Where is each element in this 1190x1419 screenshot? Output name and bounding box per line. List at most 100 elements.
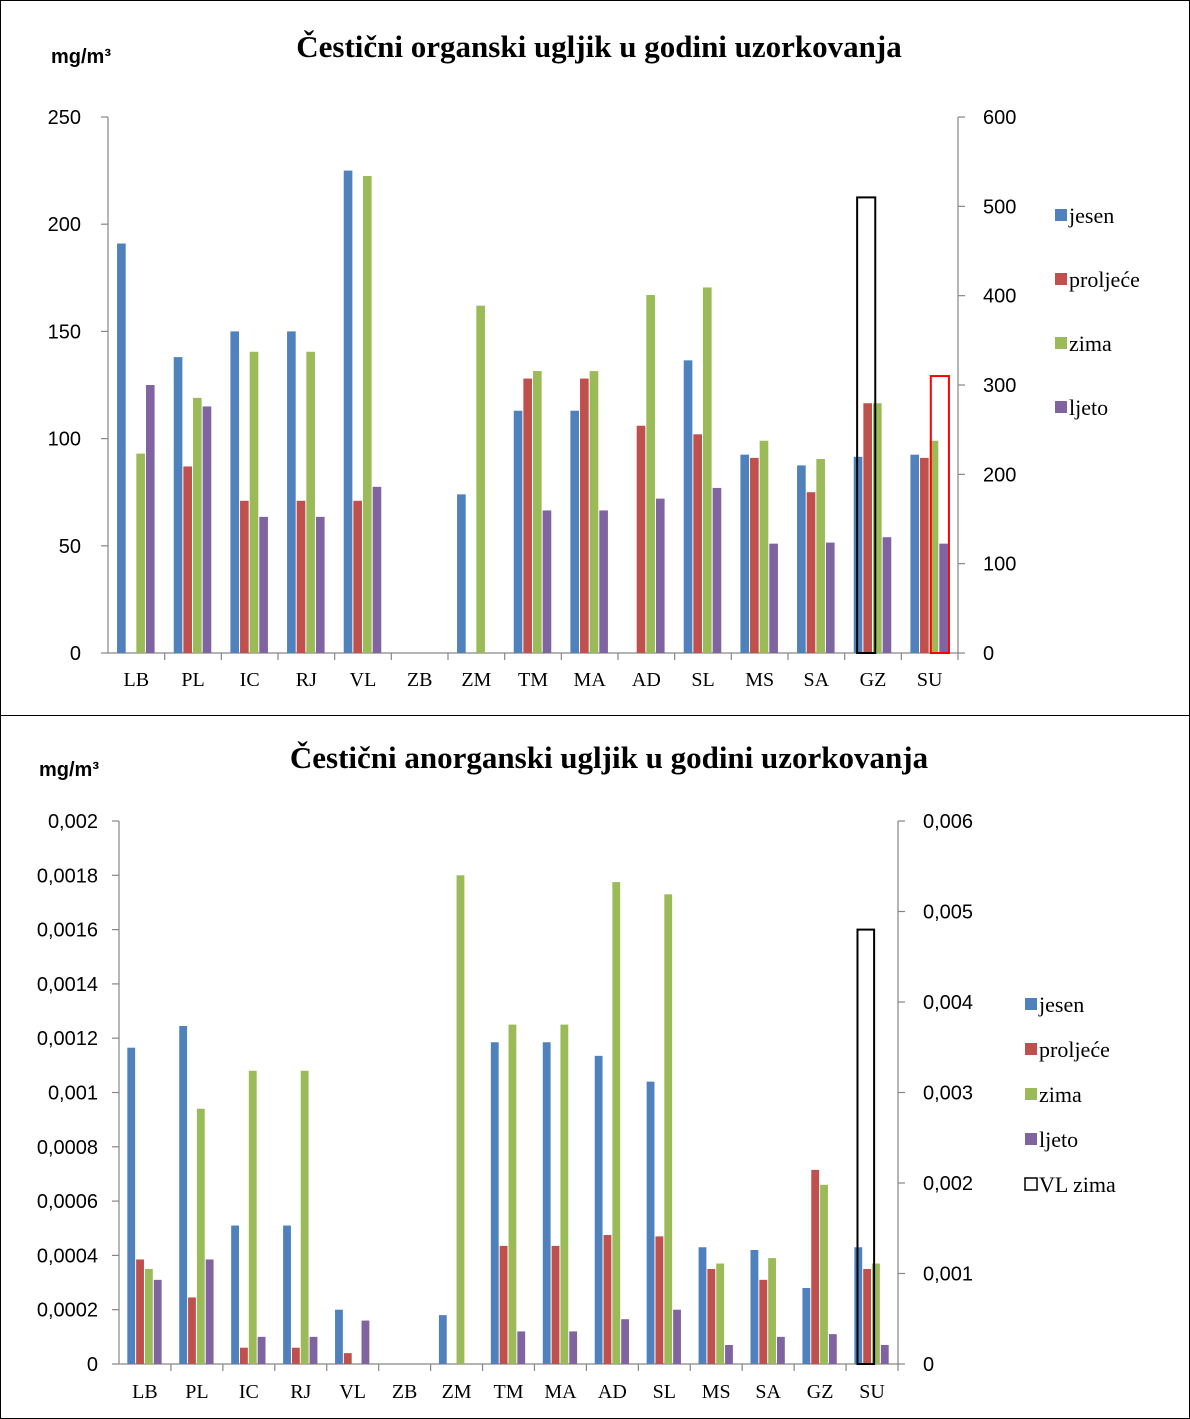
bar-zima-LB (136, 453, 145, 653)
bar-zima-GZ (873, 403, 882, 653)
bar-zima-SU (929, 440, 939, 653)
x-tick-label: SU (859, 1381, 885, 1403)
legend-swatch (1025, 1043, 1037, 1055)
y-right-tick-label: 300 (983, 375, 1016, 397)
bar-proljeće-GZ (811, 1169, 820, 1364)
x-tick-label: MS (745, 669, 774, 691)
legend-label: ljeto (1039, 1127, 1078, 1152)
y-right-tick-label: 100 (983, 554, 1016, 576)
bar-ljeto-PL (205, 1259, 214, 1364)
y-tick-label: 0 (87, 1354, 98, 1376)
bar-proljeće-AD (603, 1235, 612, 1364)
bar-jesen-MS (698, 1247, 707, 1364)
x-tick-label: TM (494, 1381, 524, 1403)
bar-jesen-RJ (287, 331, 296, 653)
bar-zima-PL (193, 397, 202, 653)
x-tick-label: VL (339, 1381, 366, 1403)
bar-proljeće-SU (863, 1268, 872, 1364)
bar-zima-SL (664, 894, 673, 1364)
bar-ljeto-SL (673, 1309, 681, 1364)
bar-proljeće-MA (551, 1245, 560, 1364)
x-tick-label: IC (240, 669, 260, 691)
x-tick-label: MA (574, 669, 607, 691)
bar-jesen-PL (179, 1025, 188, 1364)
bar-ljeto-SU (880, 1344, 889, 1364)
bar-jesen-ZM (438, 1315, 447, 1364)
legend-label: zima (1039, 1082, 1082, 1107)
y-tick-label: 0,0014 (37, 974, 98, 996)
x-tick-label: GZ (860, 669, 887, 691)
y-right-tick-label: 0 (923, 1354, 934, 1376)
chart-panel-organic: mg/m³ Čestični organski ugljik u godini … (0, 0, 1190, 716)
bar-zima-TM (533, 371, 542, 653)
bar-ljeto-IC (257, 1336, 266, 1364)
legend-label: proljeće (1069, 267, 1140, 292)
legend-label: jesen (1038, 992, 1084, 1017)
bar-proljeće-MS (750, 457, 759, 653)
unit-label: mg/m³ (39, 759, 99, 781)
y-tick-label: 0,002 (48, 811, 98, 833)
bar-zima-TM (508, 1024, 517, 1364)
bar-zima-MA (560, 1024, 569, 1364)
bar-ljeto-LB (153, 1279, 162, 1364)
bar-jesen-SA (750, 1249, 759, 1364)
bar-proljeće-MS (707, 1268, 716, 1364)
bar-jesen-VL (335, 1309, 343, 1364)
bar-jesen-IC (230, 331, 240, 653)
x-tick-label: GZ (807, 1381, 834, 1403)
bar-zima-IC (249, 351, 259, 653)
bar-proljeće-SU (920, 457, 929, 653)
bar-jesen-SL (683, 360, 693, 653)
legend-swatch (1025, 1133, 1037, 1145)
bar-zima-LB (144, 1268, 153, 1364)
plot-area: 0 0,0002 0,0004 0,0006 0,0008 0,001 0,0012 0,00… (37, 811, 973, 1403)
y-right-tick-label: 0 (983, 643, 994, 665)
bar-zima-MS (759, 440, 769, 653)
x-tick-label: AD (598, 1381, 627, 1403)
outline-bar-SU (856, 928, 876, 1365)
bar-proljeće-PL (183, 466, 192, 653)
x-tick-label: VL (350, 669, 377, 691)
bar-zima-IC (248, 1070, 257, 1364)
bar-proljeće-VL (353, 500, 362, 653)
legend-swatch (1025, 1088, 1037, 1100)
bar-ljeto-RJ (309, 1336, 318, 1364)
x-tick-label: ZB (392, 1381, 418, 1403)
bar-zima-SA (768, 1258, 776, 1364)
bar-ljeto-MS (769, 543, 778, 653)
legend-swatch (1025, 998, 1037, 1010)
bar-zima-SL (703, 287, 712, 653)
bar-jesen-TM (490, 1042, 499, 1364)
x-tick-label: RJ (296, 669, 317, 691)
legend-label: zima (1069, 331, 1112, 356)
bar-proljeće-GZ (863, 403, 872, 653)
bar-proljeće-PL (188, 1297, 196, 1364)
legend: jesen proljeće zima ljeto VL zima (1024, 992, 1116, 1197)
bar-proljeće-RJ (296, 500, 306, 653)
bar-ljeto-SU (939, 543, 948, 653)
legend-swatch (1055, 209, 1067, 221)
legend-swatch (1055, 273, 1067, 285)
y-tick-label: 0 (70, 643, 81, 665)
y-tick-label: 0,0002 (37, 1300, 98, 1322)
bar-ljeto-AD (621, 1319, 630, 1364)
y-right-tick-label: 0,002 (923, 1173, 973, 1195)
x-tick-label: AD (632, 669, 661, 691)
bar-jesen-PL (173, 357, 183, 653)
y-right-tick-label: 0,006 (923, 811, 973, 833)
y-tick-label: 0,001 (48, 1083, 98, 1105)
bar-zima-VL (363, 175, 372, 653)
bar-jesen-MA (542, 1042, 551, 1364)
y-tick-label: 150 (48, 321, 81, 343)
chart-inorganic: mg/m³ Čestični anorganski ugljik u godin… (37, 740, 1116, 1403)
bar-jesen-AD (594, 1055, 603, 1364)
outline-bar-SU (929, 375, 950, 654)
bar-jesen-LB (117, 243, 126, 653)
x-tick-label: MS (702, 1381, 731, 1403)
bar-ljeto-VL (372, 486, 382, 653)
chart-title: Čestični anorganski ugljik u godini uzor… (290, 740, 929, 775)
bar-jesen-TM (513, 410, 523, 653)
x-tick-label: PL (185, 1381, 208, 1403)
outline-bar-GZ (856, 196, 877, 654)
x-tick-label: ZM (461, 669, 491, 691)
